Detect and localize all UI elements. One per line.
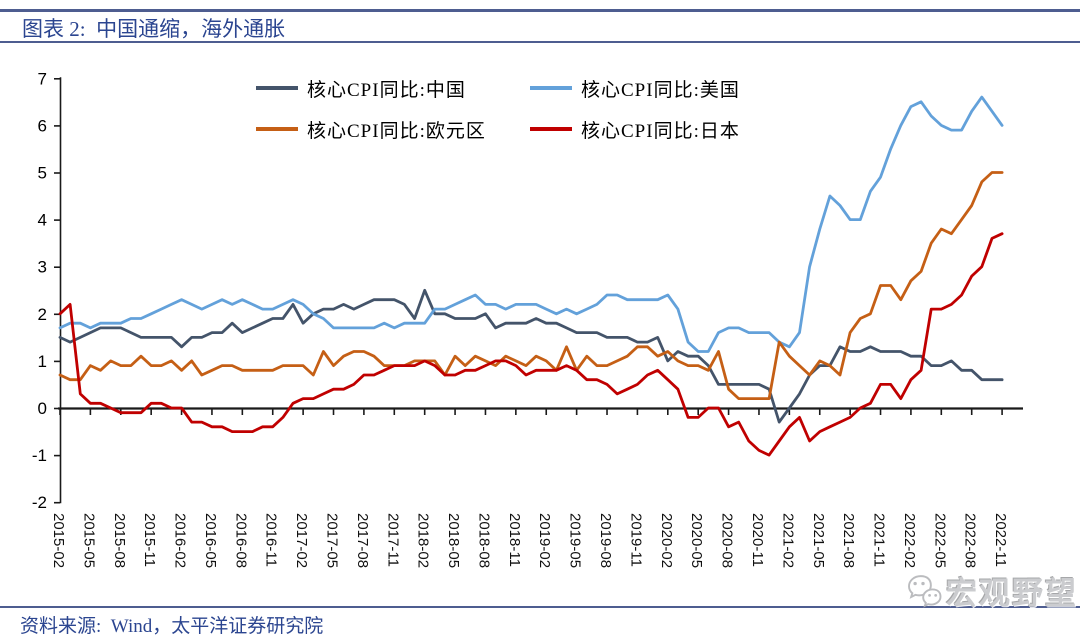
x-tick-label: 2021-11 <box>871 513 888 567</box>
series-line-japan <box>58 232 1004 457</box>
x-tick-label: 2016-05 <box>202 513 219 568</box>
y-tick-label: 5 <box>38 164 47 183</box>
legend-item-eurozone: 核心CPI同比:欧元区 <box>256 115 530 143</box>
series-line-eurozone <box>58 171 1004 401</box>
y-tick-label: 3 <box>38 258 47 277</box>
y-tick-label: 2 <box>38 305 47 324</box>
header-bottom-rule <box>0 41 1080 43</box>
y-tick-label: 4 <box>38 211 47 230</box>
x-tick-label: 2022-11 <box>992 513 1009 567</box>
x-tick-label: 2022-08 <box>962 513 979 568</box>
legend-item-us: 核心CPI同比:美国 <box>530 74 740 102</box>
y-tick-label: -1 <box>32 446 47 465</box>
x-tick-label: 2018-11 <box>506 513 523 567</box>
y-tick-label: 6 <box>38 116 47 135</box>
x-tick-label: 2019-05 <box>567 513 584 568</box>
legend-line-eurozone <box>256 127 298 131</box>
x-tick-label: 2018-08 <box>475 513 492 568</box>
x-tick-label: 2020-11 <box>749 513 766 567</box>
chart-legend: 核心CPI同比:中国 核心CPI同比:美国核心CPI同比:欧元区 核心CPI同比:日… <box>256 74 740 143</box>
x-tick-labels: 2015-02 2015-05 2015-08 2015-11 2016-02 2016-… <box>50 513 1009 568</box>
header-top-rule <box>0 9 1080 12</box>
y-tick-label: 0 <box>38 399 47 418</box>
x-tick-label: 2022-02 <box>901 513 918 568</box>
y-tick-label: 7 <box>38 69 47 88</box>
x-tick-label: 2015-05 <box>80 513 97 568</box>
x-tick-label: 2021-02 <box>779 513 796 568</box>
legend-line-japan <box>530 127 572 131</box>
x-tick-label: 2020-02 <box>658 513 675 568</box>
x-tick-label: 2022-05 <box>931 513 948 568</box>
x-tick-label: 2018-02 <box>415 513 432 568</box>
y-tick-label: 1 <box>38 352 47 371</box>
x-tick-label: 2015-08 <box>111 513 128 568</box>
legend-item-china: 核心CPI同比:中国 <box>256 74 530 102</box>
x-tick-label: 2017-05 <box>324 513 341 568</box>
figure-title: 图表 2: 中国通缩，海外通胀 <box>22 17 286 41</box>
x-tick-label: 2017-11 <box>384 513 401 567</box>
x-tick-label: 2016-11 <box>263 513 280 567</box>
watermark-label: 宏观野望 <box>946 576 1078 611</box>
y-axis: 7 6 5 4 3 2 1 0 -1 -2 <box>32 69 62 512</box>
watermark: 宏观野望 <box>902 568 1078 613</box>
x-tick-label: 2018-05 <box>445 513 462 568</box>
x-tick-label: 2020-05 <box>688 513 705 568</box>
legend-line-us <box>530 86 572 90</box>
footer-top-rule <box>0 606 1080 608</box>
series-line-us <box>58 95 1004 353</box>
x-tick-label: 2016-02 <box>172 513 189 568</box>
x-tick-label: 2015-11 <box>141 513 158 567</box>
legend-label-eurozone: 核心CPI同比:欧元区 <box>307 120 486 142</box>
y-tick-label: -2 <box>32 493 47 512</box>
legend-line-china <box>256 86 298 90</box>
legend-item-japan: 核心CPI同比:日本 <box>530 115 740 143</box>
source-note: 资料来源: Wind，太平洋证券研究院 <box>20 616 324 637</box>
x-tick-label: 2017-08 <box>354 513 371 568</box>
x-tick-label: 2016-08 <box>232 513 249 568</box>
wechat-icon <box>908 574 942 608</box>
x-tick-label: 2017-02 <box>293 513 310 568</box>
x-tick-label: 2019-11 <box>627 513 644 567</box>
x-tick-label: 2021-05 <box>810 513 827 568</box>
x-tick-label: 2015-02 <box>50 513 67 568</box>
x-tick-label: 2019-08 <box>597 513 614 568</box>
x-tick-label: 2021-08 <box>840 513 857 568</box>
legend-label-us: 核心CPI同比:美国 <box>581 79 740 101</box>
x-tick-label: 2019-02 <box>536 513 553 568</box>
legend-label-china: 核心CPI同比:中国 <box>307 79 466 101</box>
legend-label-japan: 核心CPI同比:日本 <box>581 120 740 142</box>
x-tick-label: 2020-08 <box>719 513 736 568</box>
x-axis <box>58 407 1023 415</box>
